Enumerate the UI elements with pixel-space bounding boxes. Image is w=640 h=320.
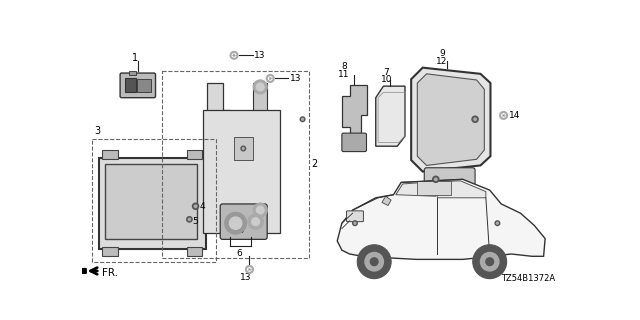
Circle shape	[230, 52, 238, 59]
Text: 15: 15	[234, 227, 246, 236]
Polygon shape	[411, 68, 490, 172]
FancyArrow shape	[71, 267, 86, 275]
Bar	[253, 83, 267, 214]
Bar	[92, 139, 216, 262]
Circle shape	[187, 217, 192, 222]
Circle shape	[253, 203, 267, 217]
Circle shape	[354, 222, 356, 224]
Bar	[163, 71, 308, 258]
Circle shape	[472, 116, 478, 122]
Bar	[234, 137, 253, 160]
Polygon shape	[382, 196, 391, 205]
Circle shape	[246, 266, 253, 273]
Polygon shape	[342, 84, 367, 139]
Circle shape	[365, 252, 383, 271]
Circle shape	[230, 217, 242, 229]
Circle shape	[193, 203, 198, 209]
Text: 13: 13	[254, 51, 266, 60]
Circle shape	[257, 206, 264, 214]
Polygon shape	[396, 182, 436, 196]
Circle shape	[502, 114, 506, 117]
Bar	[187, 247, 202, 256]
Bar	[204, 110, 280, 233]
Polygon shape	[207, 83, 230, 229]
Bar	[187, 150, 202, 159]
Polygon shape	[376, 86, 405, 146]
Text: 4: 4	[200, 202, 205, 211]
Text: 6: 6	[237, 250, 243, 259]
Circle shape	[353, 221, 357, 226]
Circle shape	[253, 80, 267, 94]
Circle shape	[241, 146, 246, 151]
Text: 8: 8	[341, 62, 347, 71]
Bar	[102, 150, 118, 159]
Text: 1: 1	[132, 53, 138, 63]
Circle shape	[433, 176, 439, 182]
FancyBboxPatch shape	[424, 168, 475, 189]
Circle shape	[195, 205, 196, 207]
Text: 12: 12	[436, 57, 447, 66]
Text: 10: 10	[381, 76, 392, 84]
FancyBboxPatch shape	[220, 204, 267, 239]
Bar	[137, 79, 151, 92]
Text: 3: 3	[95, 126, 101, 136]
FancyBboxPatch shape	[120, 73, 156, 98]
Circle shape	[232, 54, 236, 57]
Text: 11: 11	[339, 70, 350, 79]
Polygon shape	[437, 181, 486, 198]
Polygon shape	[337, 179, 545, 260]
Circle shape	[474, 118, 476, 121]
Circle shape	[486, 258, 493, 266]
FancyBboxPatch shape	[99, 158, 206, 249]
Circle shape	[495, 221, 500, 226]
Text: 2: 2	[311, 159, 317, 169]
Circle shape	[371, 258, 378, 266]
Circle shape	[497, 222, 499, 224]
Circle shape	[266, 75, 274, 82]
Bar	[417, 181, 451, 195]
Circle shape	[500, 112, 508, 119]
Text: 13: 13	[289, 74, 301, 83]
Circle shape	[473, 245, 507, 279]
Circle shape	[243, 148, 244, 149]
Bar	[125, 78, 136, 92]
Circle shape	[248, 268, 251, 271]
Text: 14: 14	[509, 111, 520, 120]
Circle shape	[248, 214, 263, 229]
FancyBboxPatch shape	[346, 211, 364, 222]
Text: 5: 5	[193, 217, 198, 226]
Text: 9: 9	[439, 49, 445, 58]
Circle shape	[269, 77, 272, 80]
Polygon shape	[417, 74, 484, 165]
Circle shape	[435, 178, 437, 180]
Bar	[129, 71, 136, 75]
Circle shape	[252, 218, 259, 226]
Text: 7: 7	[383, 68, 389, 77]
Bar	[105, 164, 197, 239]
Text: TZ54B1372A: TZ54B1372A	[501, 274, 556, 283]
Circle shape	[301, 118, 303, 120]
Circle shape	[188, 218, 191, 220]
Circle shape	[481, 252, 499, 271]
Circle shape	[225, 212, 246, 234]
Circle shape	[357, 245, 391, 279]
Text: FR.: FR.	[102, 268, 118, 278]
Bar	[102, 247, 118, 256]
Circle shape	[257, 83, 264, 91]
FancyBboxPatch shape	[342, 133, 367, 152]
Text: 13: 13	[240, 273, 252, 282]
Circle shape	[300, 117, 305, 122]
